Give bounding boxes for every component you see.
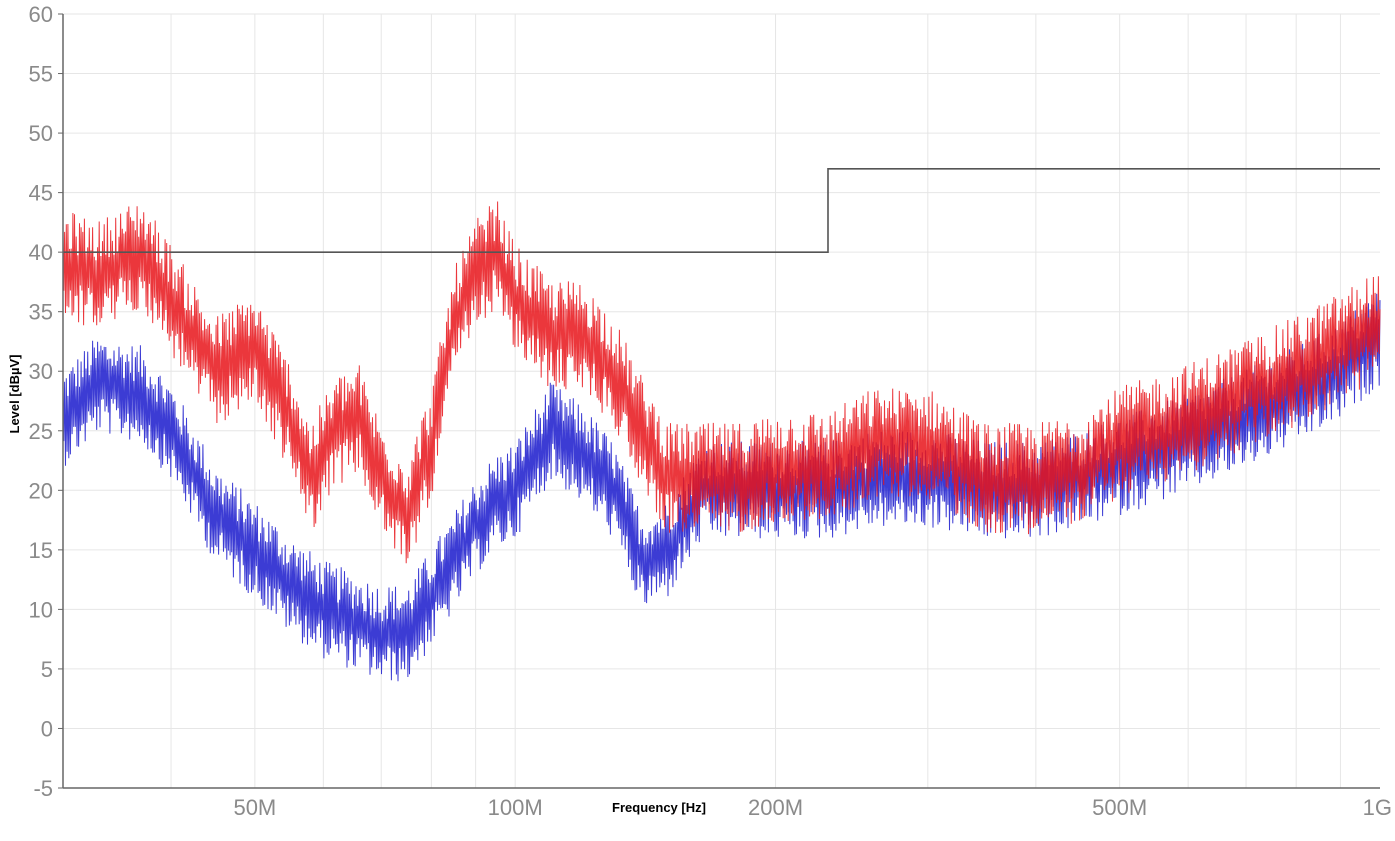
y-tick-label: 10 — [29, 597, 53, 622]
y-tick-label: -5 — [33, 776, 53, 801]
x-tick-label: 500M — [1092, 795, 1147, 820]
y-tick-label: 60 — [29, 2, 53, 27]
y-tick-label: 45 — [29, 181, 53, 206]
y-axis-title: Level [dBµV] — [7, 354, 22, 433]
x-tick-label: 200M — [748, 795, 803, 820]
x-tick-label: 100M — [488, 795, 543, 820]
x-tick-label: 1G — [1363, 795, 1392, 820]
y-tick-label: 25 — [29, 419, 53, 444]
y-tick-label: 0 — [41, 716, 53, 741]
x-tick-labels: 50M 100M 200M 500M 1G — [233, 795, 1392, 820]
y-tick-label: 5 — [41, 657, 53, 682]
y-tick-label: 15 — [29, 538, 53, 563]
peak-series — [62, 201, 1381, 564]
y-tick-label: 35 — [29, 300, 53, 325]
limit-series-line — [63, 168, 1380, 253]
x-tick-label: 50M — [233, 795, 276, 820]
peak-series-line — [62, 201, 1381, 564]
y-tick-label: 55 — [29, 62, 53, 87]
axes — [62, 14, 1380, 789]
y-tick-label: 30 — [29, 359, 53, 384]
x-axis-title: Frequency [Hz] — [612, 800, 706, 815]
y-tick-label: 20 — [29, 478, 53, 503]
y-tick-label: 40 — [29, 240, 53, 265]
y-tick-label: 50 — [29, 121, 53, 146]
limit-line — [63, 168, 1380, 253]
y-tick-labels: -5 0 5 10 15 20 25 30 35 40 45 50 55 60 — [29, 2, 63, 801]
